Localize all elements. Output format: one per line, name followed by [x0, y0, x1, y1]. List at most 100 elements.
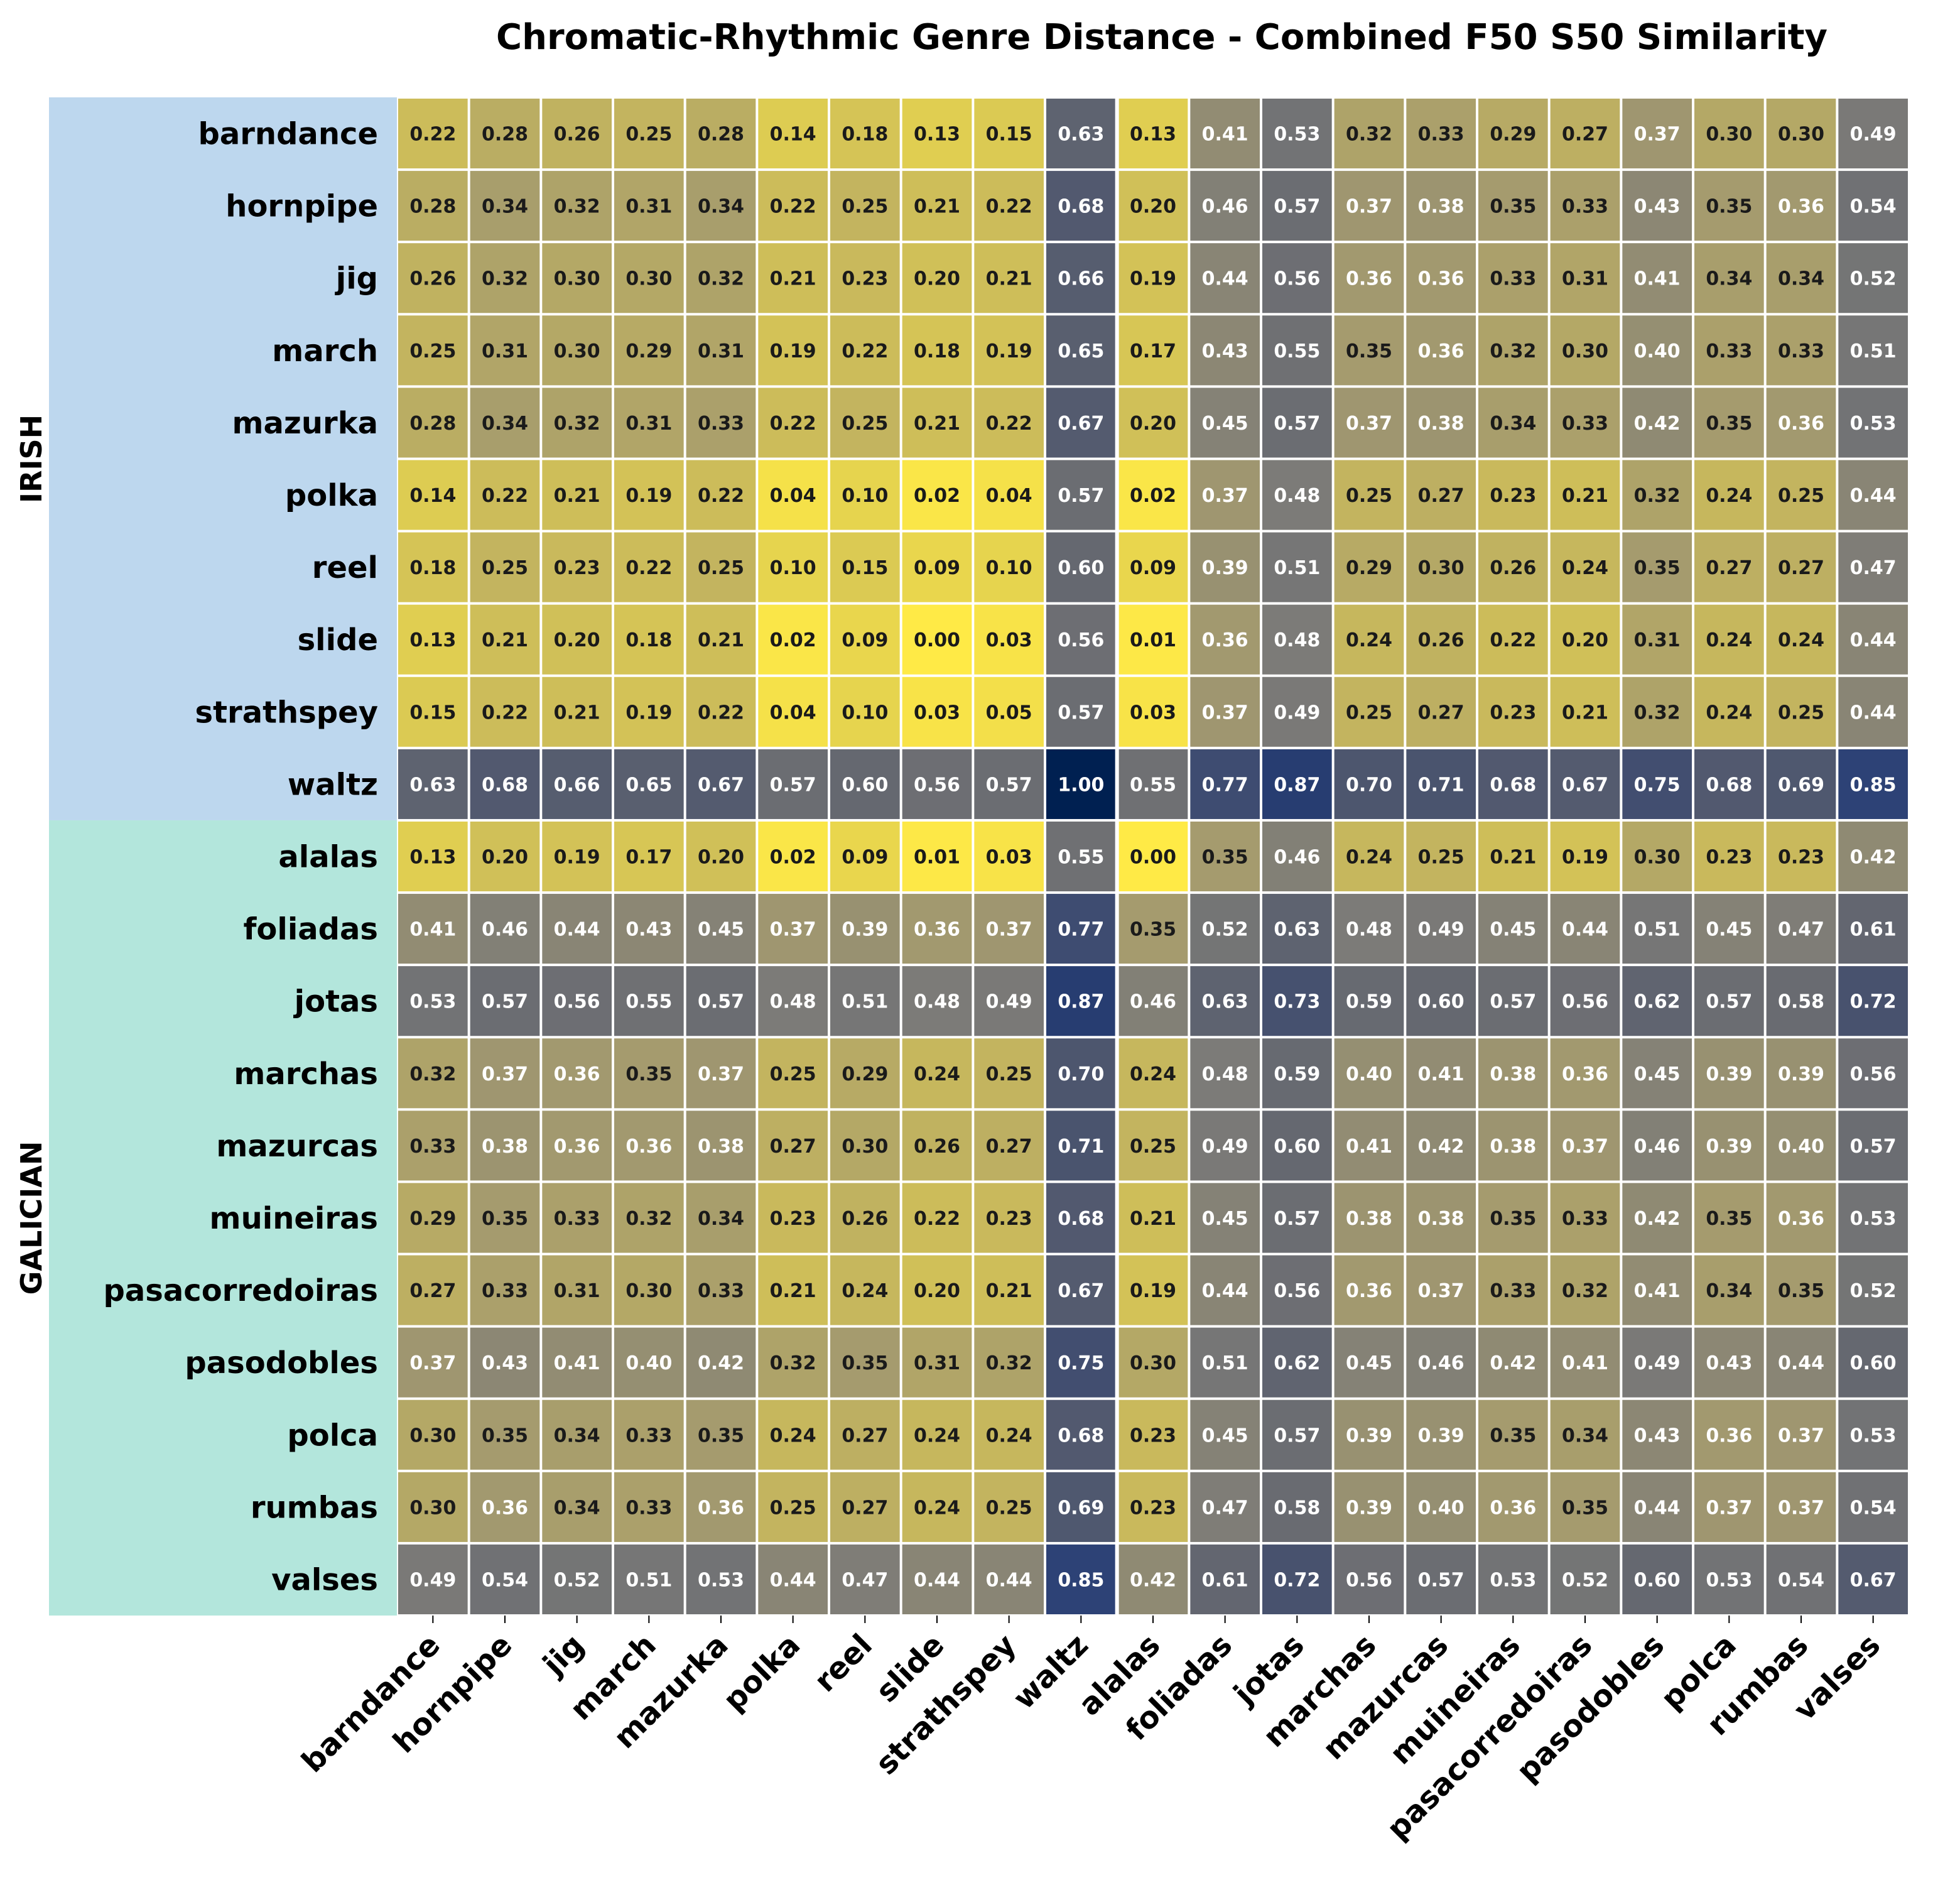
cell-value-label: 0.32	[1490, 340, 1536, 362]
cell-value-label: 0.37	[1202, 485, 1248, 507]
cell-value-label: 0.36	[1778, 196, 1824, 218]
heatmap-cell	[1406, 1472, 1476, 1542]
cell-value-label: 0.27	[842, 1497, 888, 1519]
chart-title: Chromatic-Rhythmic Genre Distance - Comb…	[496, 17, 1827, 58]
cell-value-label: 0.38	[1418, 413, 1465, 435]
cell-value-label: 0.39	[1778, 1063, 1824, 1085]
cell-value-label: 0.33	[1562, 413, 1608, 435]
cell-value-label: 0.33	[625, 1425, 672, 1447]
cell-value-label: 0.63	[1058, 124, 1104, 146]
cell-value-label: 0.37	[1778, 1425, 1824, 1447]
cell-value-label: 0.32	[554, 196, 600, 218]
heatmap-cell	[1190, 99, 1260, 169]
heatmap-cell	[1622, 1255, 1692, 1325]
cell-value-label: 0.35	[1706, 413, 1752, 435]
cell-value-label: 0.22	[842, 340, 888, 362]
heatmap-cell	[1046, 99, 1116, 169]
heatmap-cell	[1550, 821, 1620, 892]
heatmap-cell	[1622, 388, 1692, 458]
cell-value-label: 0.60	[1058, 557, 1104, 579]
cell-value-label: 0.30	[409, 1425, 456, 1447]
heatmap-cell	[1046, 532, 1116, 602]
cell-value-label: 0.23	[554, 557, 600, 579]
heatmap-cell	[1766, 1255, 1836, 1325]
heatmap-cell	[542, 821, 612, 892]
heatmap-cell	[614, 1472, 684, 1542]
cell-value-label: 0.57	[1058, 485, 1104, 507]
row-label: march	[272, 334, 378, 369]
cell-value-label: 0.22	[409, 124, 456, 146]
cell-value-label: 0.48	[1346, 919, 1392, 941]
heatmap-cell	[902, 676, 972, 747]
heatmap-cell	[398, 532, 468, 602]
heatmap-cell	[830, 1038, 900, 1109]
cell-value-label: 1.00	[1058, 774, 1104, 796]
cell-value-label: 0.53	[1274, 124, 1320, 146]
cell-value-label: 0.42	[698, 1352, 744, 1374]
cell-value-label: 0.09	[914, 557, 960, 579]
heatmap-cell	[974, 1544, 1044, 1614]
heatmap-cell	[758, 99, 828, 169]
heatmap-cell	[398, 894, 468, 964]
heatmap-cell	[1550, 1327, 1620, 1398]
cell-value-label: 0.41	[1634, 1280, 1681, 1302]
heatmap-cell	[542, 894, 612, 964]
cell-value-label: 0.41	[409, 919, 456, 941]
cell-value-label: 0.03	[986, 847, 1032, 869]
heatmap-cell	[758, 676, 828, 747]
cell-value-label: 0.60	[842, 774, 888, 796]
heatmap-cell	[1622, 1472, 1692, 1542]
cell-value-label: 0.29	[625, 340, 672, 362]
cell-value-label: 0.44	[1778, 1352, 1824, 1374]
cell-value-label: 0.21	[554, 702, 600, 724]
heatmap-cell	[1334, 171, 1404, 241]
cell-value-label: 0.39	[1706, 1136, 1752, 1158]
cell-value-label: 0.34	[1490, 413, 1536, 435]
cell-value-label: 0.27	[1778, 557, 1824, 579]
heatmap-cell	[1406, 1111, 1476, 1181]
cell-value-label: 0.75	[1634, 774, 1681, 796]
heatmap-cell	[830, 821, 900, 892]
cell-value-label: 0.21	[1130, 1208, 1176, 1230]
cell-value-label: 0.61	[1850, 919, 1897, 941]
heatmap-cell	[1190, 821, 1260, 892]
cell-value-label: 0.37	[1778, 1497, 1824, 1519]
cell-value-label: 0.22	[770, 413, 816, 435]
heatmap-cell	[902, 1038, 972, 1109]
heatmap-cell	[830, 1183, 900, 1253]
group-label-galician: GALICIAN	[14, 1141, 48, 1295]
cell-value-label: 0.36	[1706, 1425, 1752, 1447]
heatmap-cell	[398, 1327, 468, 1398]
cell-value-label: 0.54	[1778, 1569, 1824, 1591]
heatmap-cell	[1190, 1399, 1260, 1470]
cell-value-label: 0.36	[1346, 268, 1392, 290]
cell-value-label: 0.49	[1274, 702, 1320, 724]
heatmap-cell	[1262, 1472, 1332, 1542]
cell-value-label: 0.01	[1130, 629, 1176, 651]
heatmap-cell	[1694, 1111, 1764, 1181]
heatmap-cell	[1478, 821, 1548, 892]
cell-value-label: 0.57	[1490, 991, 1536, 1013]
cell-value-label: 0.24	[1130, 1063, 1176, 1085]
heatmap-cell	[686, 821, 756, 892]
cell-value-label: 0.38	[1346, 1208, 1392, 1230]
row-label: alalas	[278, 840, 378, 875]
heatmap-cell	[398, 821, 468, 892]
heatmap-cell	[470, 894, 540, 964]
cell-value-label: 0.23	[986, 1208, 1032, 1230]
cell-value-label: 0.02	[770, 847, 816, 869]
cell-value-label: 0.34	[554, 1497, 600, 1519]
cell-value-label: 0.26	[409, 268, 456, 290]
heatmap-cell	[1838, 894, 1908, 964]
cell-value-label: 0.00	[1130, 847, 1176, 869]
heatmap-cell	[1622, 966, 1692, 1036]
heatmap-cell	[1406, 388, 1476, 458]
cell-value-label: 0.65	[625, 774, 672, 796]
heatmap-cell	[614, 1183, 684, 1253]
heatmap-cell	[902, 460, 972, 530]
heatmap-cell	[542, 1399, 612, 1470]
cell-value-label: 0.45	[1490, 919, 1536, 941]
heatmap-cell	[1478, 460, 1548, 530]
heatmap-cell	[1838, 460, 1908, 530]
